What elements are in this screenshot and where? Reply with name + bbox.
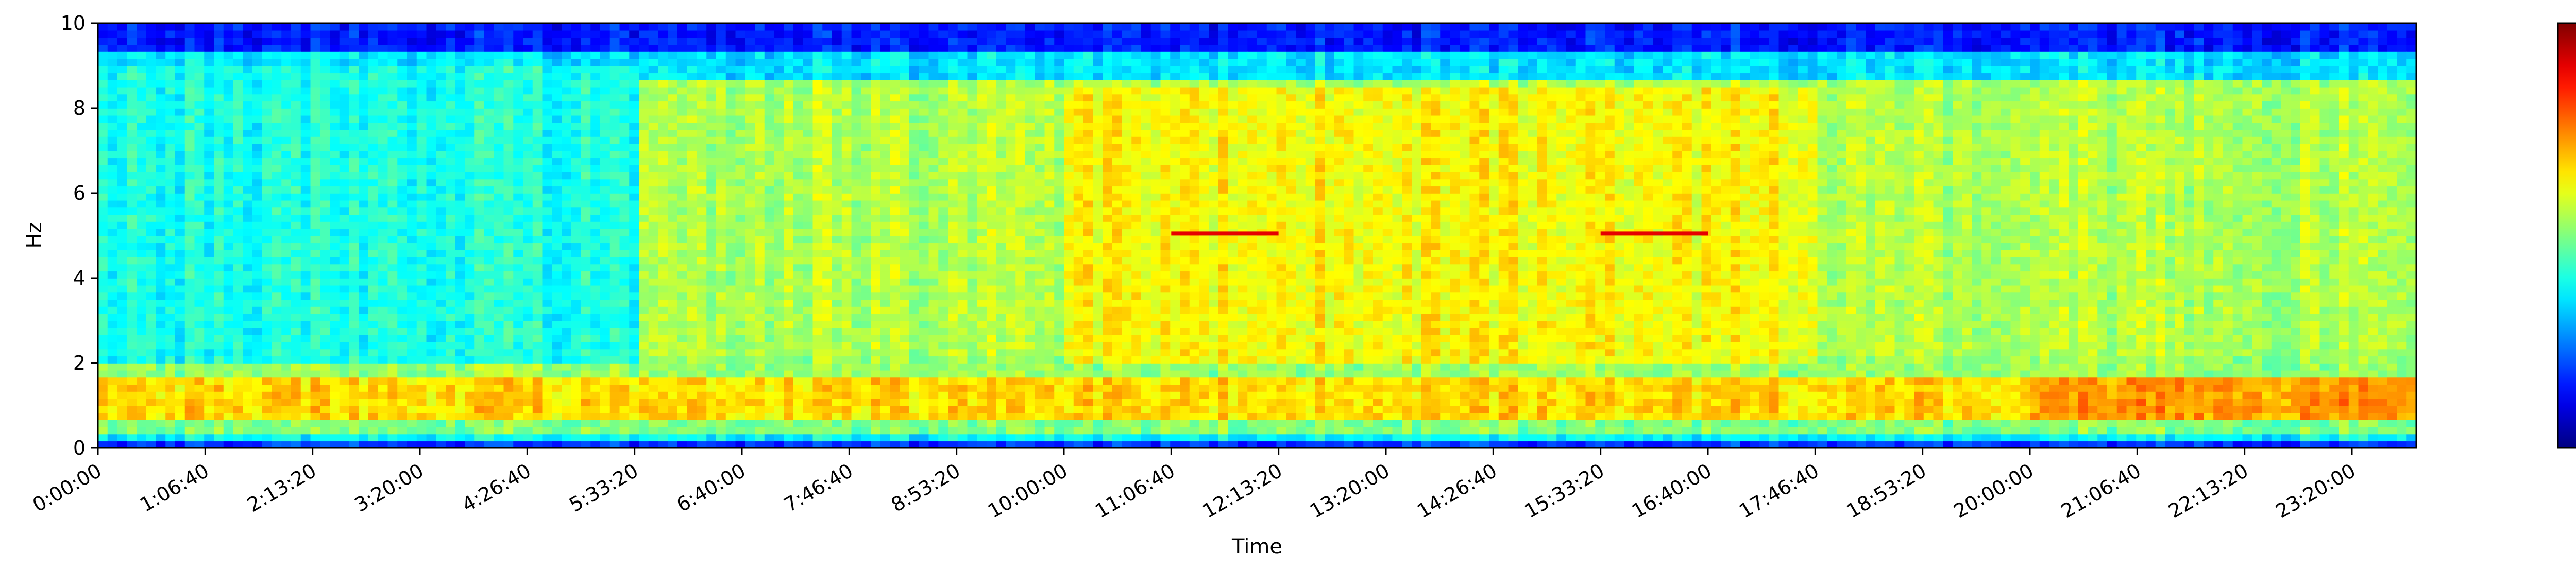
x-tick-label: 22:13:20	[2164, 459, 2252, 523]
y-axis: 0 2 4 6 8 10	[61, 12, 98, 459]
x-tick-label: 21:06:40	[2057, 459, 2145, 523]
y-tick-label: 0	[73, 437, 86, 459]
x-tick-label: 5:33:20	[565, 459, 642, 516]
x-tick-label: 23:20:00	[2272, 459, 2360, 523]
x-tick-label: 6:40:00	[673, 459, 750, 516]
x-tick-label: 8:53:20	[887, 459, 964, 516]
x-axis-label: Time	[1231, 535, 1282, 559]
x-tick-label: 20:00:00	[1950, 459, 2038, 523]
y-tick-label: 2	[73, 352, 86, 374]
x-tick-label: 15:33:20	[1520, 459, 1608, 523]
colorbar: -10 dB-20 dB-30 dB-40 dB-50 dB-60 dB-70 …	[2558, 23, 2576, 459]
x-tick-label: 12:13:20	[1198, 459, 1286, 523]
tone-line-1	[1171, 231, 1278, 235]
tone-line-2	[1601, 231, 1708, 235]
y-tick-label: 4	[73, 267, 86, 289]
x-tick-label: 11:06:40	[1091, 459, 1179, 523]
x-tick-label: 7:46:40	[780, 459, 857, 516]
x-tick-label: 17:46:40	[1735, 459, 1823, 523]
x-tick-label: 3:20:00	[351, 459, 428, 516]
y-tick-label: 10	[61, 12, 86, 34]
y-axis-label: Hz	[23, 222, 46, 248]
y-tick-label: 6	[73, 182, 86, 204]
x-tick-label: 1:06:40	[136, 459, 213, 516]
x-tick-label: 10:00:00	[984, 459, 1072, 523]
spectrogram-cells	[98, 23, 2417, 448]
x-tick-label: 14:26:40	[1413, 459, 1501, 523]
x-tick-label: 4:26:40	[458, 459, 535, 516]
x-axis: 0:00:00 1:06:40 2:13:20 3:20:00 4:26:40 5:33:…	[29, 448, 2360, 523]
x-tick-label: 0:00:00	[29, 459, 106, 516]
colorbar-gradient	[2558, 23, 2576, 448]
x-tick-label: 13:20:00	[1306, 459, 1394, 523]
x-tick-label: 2:13:20	[243, 459, 320, 516]
x-tick-label: 18:53:20	[1842, 459, 1930, 523]
x-tick-label: 16:40:00	[1628, 459, 1716, 523]
y-tick-label: 8	[73, 97, 86, 119]
spectrogram-plot	[98, 23, 2417, 448]
